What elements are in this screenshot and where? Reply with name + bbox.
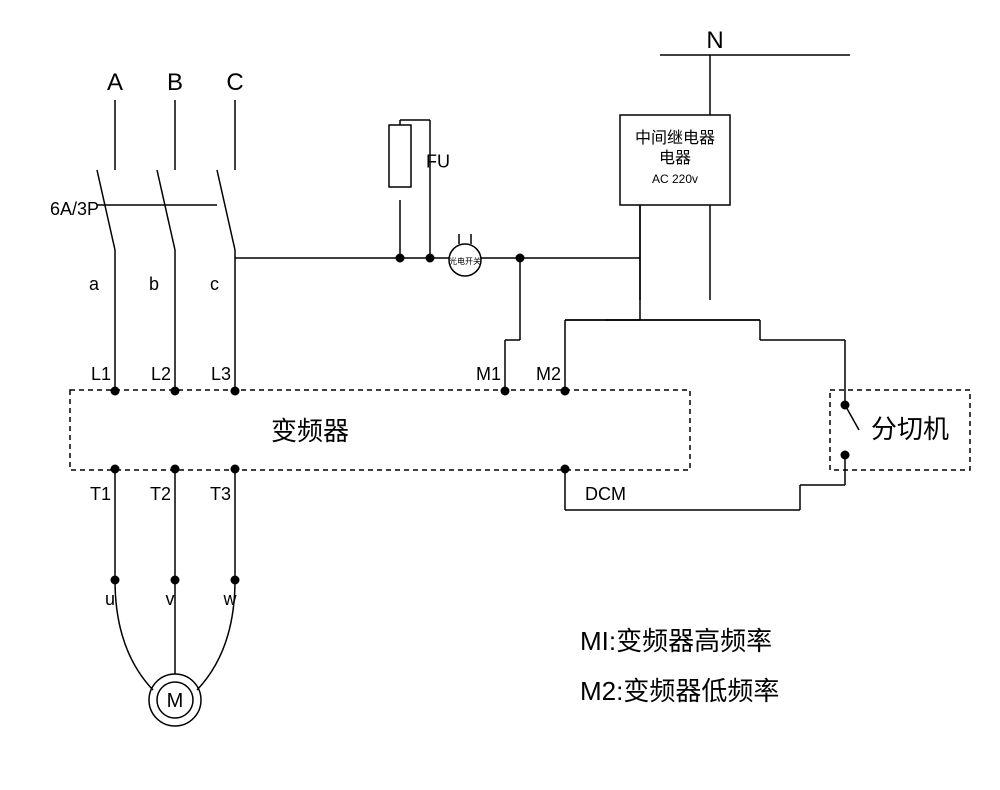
svg-text:N: N: [706, 27, 723, 54]
svg-text:L3: L3: [211, 364, 231, 384]
svg-text:M2: M2: [536, 364, 561, 384]
svg-text:MI:变频器高频率: MI:变频器高频率: [580, 626, 772, 656]
svg-text:L1: L1: [91, 364, 111, 384]
svg-text:分切机: 分切机: [871, 414, 949, 444]
svg-text:电器: 电器: [659, 149, 691, 167]
svg-text:u: u: [105, 589, 115, 609]
svg-text:6A/3P: 6A/3P: [50, 199, 99, 219]
svg-text:T1: T1: [90, 484, 111, 504]
svg-text:v: v: [166, 589, 175, 609]
svg-text:b: b: [149, 274, 159, 294]
svg-text:M: M: [167, 690, 184, 712]
svg-text:M1: M1: [476, 364, 501, 384]
svg-text:AC 220v: AC 220v: [652, 172, 698, 186]
svg-text:B: B: [167, 69, 183, 96]
svg-text:变频器: 变频器: [271, 416, 349, 446]
svg-text:A: A: [107, 69, 123, 96]
svg-text:c: c: [210, 274, 219, 294]
svg-text:M2:变频器低频率: M2:变频器低频率: [580, 676, 779, 706]
circuit-diagram: N A B C 6A/3P a b c L1 L2 L3 M1 M2 FU 光电开关 中间继电器电器 AC 22…: [50, 27, 970, 726]
svg-text:a: a: [89, 274, 100, 294]
svg-text:T2: T2: [150, 484, 171, 504]
svg-text:中间继电器: 中间继电器: [635, 129, 715, 147]
svg-text:DCM: DCM: [585, 484, 626, 504]
svg-text:FU: FU: [426, 152, 450, 172]
svg-text:光电开关: 光电开关: [449, 256, 481, 266]
svg-text:C: C: [226, 69, 243, 96]
svg-text:L2: L2: [151, 364, 171, 384]
svg-text:T3: T3: [210, 484, 231, 504]
